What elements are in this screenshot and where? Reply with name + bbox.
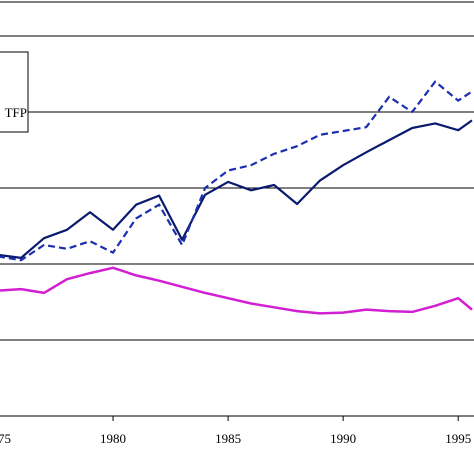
legend-label: TFP — [5, 105, 27, 120]
x-tick-label: 1975 — [0, 431, 11, 446]
x-tick-label: 1995 — [445, 431, 471, 446]
series-line — [0, 119, 473, 259]
x-tick-label: 1990 — [330, 431, 356, 446]
x-tick-label: 1980 — [100, 431, 126, 446]
series-line — [0, 266, 473, 315]
x-tick-label: 1985 — [215, 431, 241, 446]
legend-box — [0, 51, 29, 133]
